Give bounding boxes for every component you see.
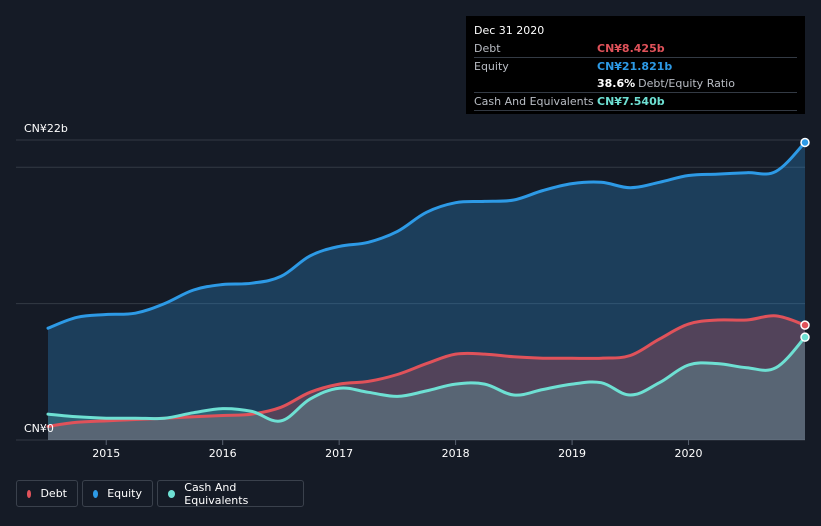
tooltip-equity-row: Equity CN¥21.821b: [474, 58, 797, 75]
y-axis-bottom-label: CN¥0: [24, 422, 54, 435]
tooltip-ratio-value: 38.6%: [597, 77, 636, 90]
x-tick-label: 2015: [92, 447, 120, 460]
x-tick-label: 2020: [675, 447, 703, 460]
area-layer: [48, 142, 805, 440]
cash-and-equivalents-line: [46, 335, 807, 423]
tooltip-equity-label: Equity: [474, 60, 509, 73]
tooltip-equity-value: CN¥21.821b: [597, 60, 673, 73]
legend-cash-label: Cash And Equivalents: [184, 480, 249, 507]
legend-equity-label: Equity: [107, 487, 142, 500]
x-tick-label: 2018: [442, 447, 470, 460]
equity-line: [46, 140, 807, 330]
x-tick-label: 2017: [325, 447, 353, 460]
debt-dot-icon: [27, 489, 32, 498]
tooltip-date: Dec 31 2020: [474, 24, 545, 37]
debt-end-marker: [800, 320, 810, 330]
legend-equity[interactable]: Equity: [82, 480, 153, 507]
equity-end-marker: [800, 137, 810, 148]
tooltip-ratio-row: 38.6% Debt/Equity Ratio: [474, 75, 797, 93]
tooltip-cash-value: CN¥7.540b: [597, 95, 665, 108]
cash-dot-icon: [168, 489, 176, 498]
cash-and-equivalents-end-marker: [800, 332, 810, 342]
legend-cash[interactable]: Cash And Equivalents: [157, 480, 304, 507]
grid-layer: [16, 139, 805, 441]
tooltip-debt-value: CN¥8.425b: [597, 42, 665, 55]
tooltip-debt-row: Debt CN¥8.425b: [474, 40, 797, 58]
equity-area: [48, 142, 805, 440]
y-axis-top-label: CN¥22b: [24, 122, 68, 135]
x-axis-ticks: 2015 2016 2017 2018 2019 2020: [92, 440, 703, 460]
debt-area: [48, 315, 805, 440]
equity-dot-icon: [93, 489, 99, 498]
line-layer: [46, 140, 807, 428]
tooltip-cash-row: Cash And Equivalents CN¥7.540b: [474, 93, 797, 111]
tooltip: Dec 31 2020 Debt CN¥8.425b Equity CN¥21.…: [466, 16, 805, 114]
x-tick-label: 2019: [558, 447, 586, 460]
tooltip-debt-label: Debt: [474, 42, 501, 55]
marker-layer: [800, 137, 810, 342]
legend-debt[interactable]: Debt: [16, 480, 78, 507]
tooltip-cash-label: Cash And Equivalents: [474, 95, 594, 108]
legend-debt-label: Debt: [40, 487, 67, 500]
x-tick-label: 2016: [209, 447, 237, 460]
tooltip-ratio-label: Debt/Equity Ratio: [638, 77, 735, 90]
